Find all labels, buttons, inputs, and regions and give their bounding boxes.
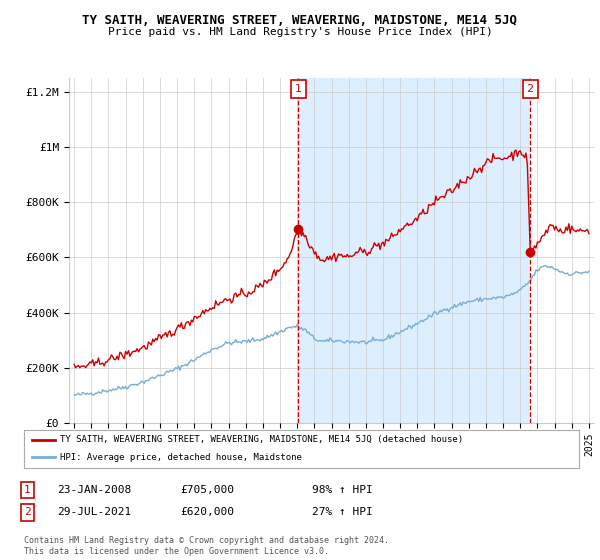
- Text: 2: 2: [527, 84, 534, 94]
- Text: 2: 2: [24, 507, 31, 517]
- Text: HPI: Average price, detached house, Maidstone: HPI: Average price, detached house, Maid…: [60, 453, 302, 462]
- Text: 23-JAN-2008: 23-JAN-2008: [57, 485, 131, 495]
- Text: TY SAITH, WEAVERING STREET, WEAVERING, MAIDSTONE, ME14 5JQ (detached house): TY SAITH, WEAVERING STREET, WEAVERING, M…: [60, 435, 463, 444]
- Text: Contains HM Land Registry data © Crown copyright and database right 2024.
This d: Contains HM Land Registry data © Crown c…: [24, 536, 389, 556]
- Text: Price paid vs. HM Land Registry's House Price Index (HPI): Price paid vs. HM Land Registry's House …: [107, 27, 493, 37]
- Text: 27% ↑ HPI: 27% ↑ HPI: [312, 507, 373, 517]
- Text: £620,000: £620,000: [180, 507, 234, 517]
- Text: 1: 1: [295, 84, 302, 94]
- Text: TY SAITH, WEAVERING STREET, WEAVERING, MAIDSTONE, ME14 5JQ: TY SAITH, WEAVERING STREET, WEAVERING, M…: [83, 14, 517, 27]
- Text: 1: 1: [24, 485, 31, 495]
- Text: £705,000: £705,000: [180, 485, 234, 495]
- Bar: [298, 78, 530, 423]
- Text: 29-JUL-2021: 29-JUL-2021: [57, 507, 131, 517]
- Text: 98% ↑ HPI: 98% ↑ HPI: [312, 485, 373, 495]
